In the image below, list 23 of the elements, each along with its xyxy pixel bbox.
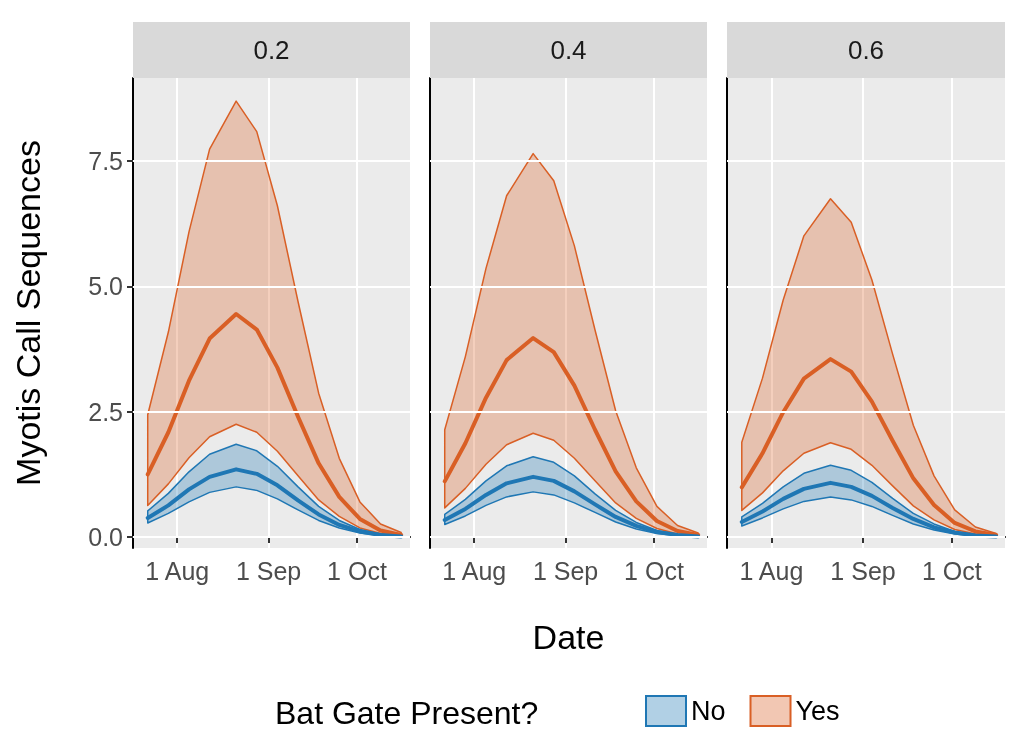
chart-title: 0.2 (253, 35, 290, 65)
y-tick-label: 2.5 (88, 397, 123, 426)
x-tick-label: 1 Aug (739, 556, 804, 585)
legend-title: Bat Gate Present? (275, 695, 539, 731)
x-tick-label: 1 Oct (921, 556, 982, 585)
x-tick-label: 1 Oct (327, 556, 387, 585)
y-tick-label: 7.5 (88, 147, 123, 176)
x-tick-label: 1 Aug (442, 556, 507, 585)
y-axis-title: Myotis Call Sequences (9, 140, 47, 486)
y-tick-label: 0.0 (88, 522, 123, 551)
x-tick-label: 1 Sep (235, 556, 302, 585)
legend-label: No (691, 696, 726, 726)
x-tick-label: 1 Oct (624, 556, 684, 585)
legend-label: Yes (795, 696, 840, 726)
x-tick-label: 1 Sep (532, 556, 599, 585)
x-tick-label: 1 Sep (830, 556, 896, 585)
chart-title: 0.6 (847, 35, 885, 65)
line-series (145, 312, 404, 537)
line-series (145, 467, 404, 539)
x-axis-title: Date (532, 618, 605, 656)
chart-title: 0.4 (550, 35, 587, 65)
y-tick-label: 5.0 (88, 272, 123, 301)
x-tick-label: 1 Aug (145, 556, 210, 585)
